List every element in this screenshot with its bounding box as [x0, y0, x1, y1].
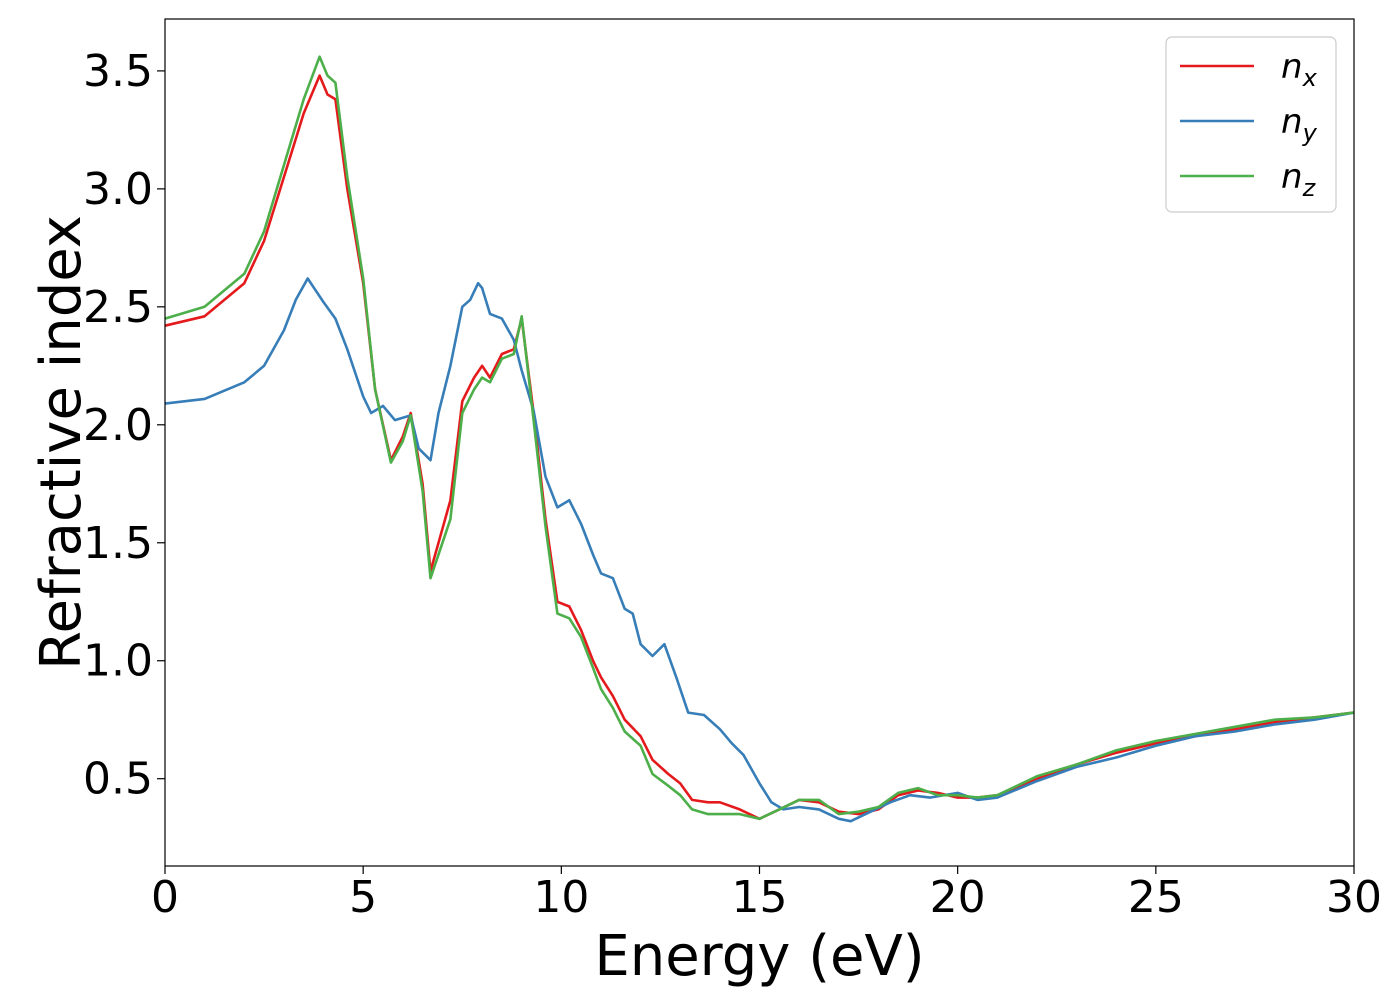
- x-tick-label: 0: [151, 872, 179, 923]
- series-lines: [164, 55, 1355, 823]
- series-line-nz: [164, 55, 1355, 821]
- x-tick-label: 30: [1326, 872, 1382, 923]
- tick-group: 0 5 10 15 20 25 30 0.5 1.0 1.5 2.0 2.5 3.0 3.5: [83, 46, 1382, 923]
- y-tick-label: 1.5: [83, 518, 153, 569]
- y-tick-label: 0.5: [83, 754, 153, 805]
- y-tick-label: 3.0: [83, 164, 153, 215]
- x-axis-label: Energy (eV): [594, 924, 924, 989]
- legend-label: nx: [1281, 47, 1318, 92]
- series-line-ny: [164, 277, 1355, 823]
- x-tick-label: 15: [732, 872, 788, 923]
- y-tick-label: 2.5: [83, 282, 153, 333]
- x-tick-label: 20: [930, 872, 986, 923]
- y-tick-label: 3.5: [83, 46, 153, 97]
- x-tick-label: 10: [533, 872, 589, 923]
- legend-label: nz: [1281, 157, 1317, 202]
- x-tick-label: 5: [349, 872, 377, 923]
- legend: nx ny nz: [1165, 36, 1337, 213]
- y-tick-label: 2.0: [83, 400, 153, 451]
- legend-label: ny: [1281, 102, 1318, 147]
- legend-box: [1165, 36, 1337, 213]
- x-tick-label: 25: [1128, 872, 1184, 923]
- y-axis-label: Refractive index: [29, 215, 94, 670]
- y-tick-label: 1.0: [83, 636, 153, 687]
- plot-frame: [164, 18, 1355, 867]
